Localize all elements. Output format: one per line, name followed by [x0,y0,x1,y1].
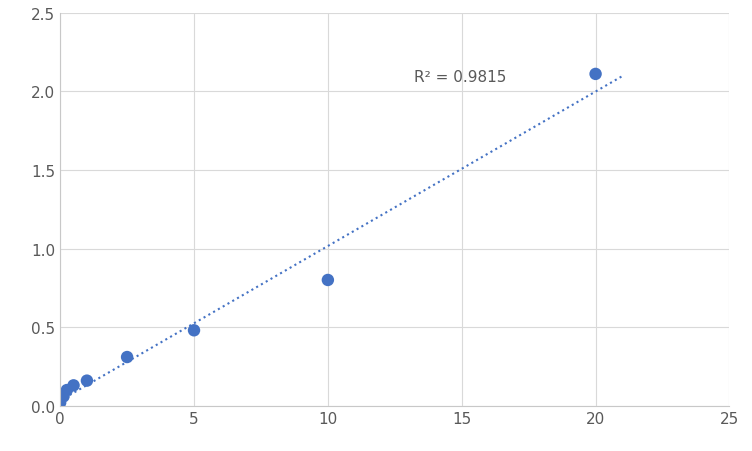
Point [61,387,73,394]
Text: R² = 0.9815: R² = 0.9815 [414,70,506,85]
Point [188,327,200,334]
Point [57,393,69,400]
Point [121,354,133,361]
Point [322,277,334,284]
Point [54,399,66,406]
Point [68,382,80,389]
Point [590,71,602,78]
Point [81,377,93,384]
